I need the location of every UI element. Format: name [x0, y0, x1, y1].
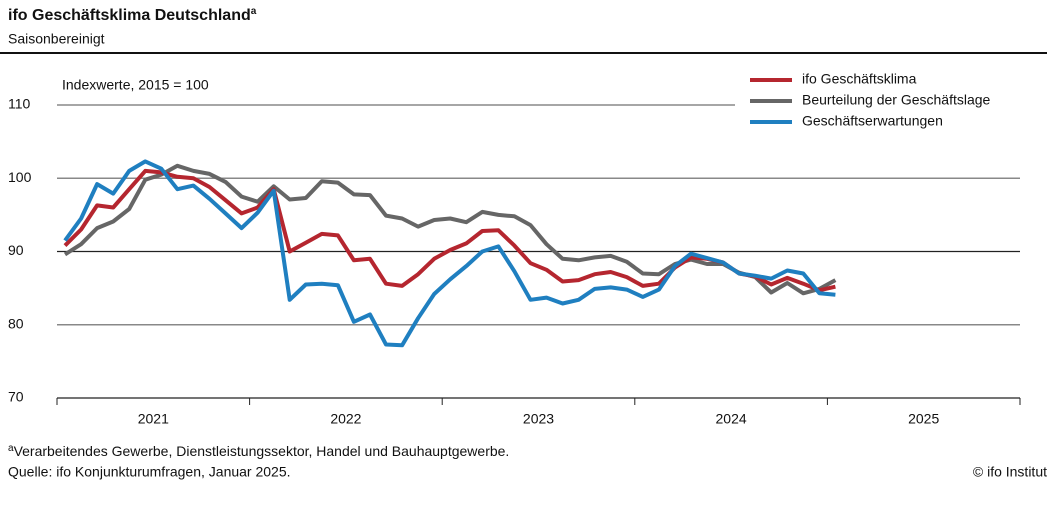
chart-title: ifo Geschäftsklima Deutschland	[8, 7, 251, 24]
y-tick-label: 90	[8, 242, 24, 258]
source: Quelle: ifo Konjunkturumfragen, Januar 2…	[8, 464, 291, 480]
y-tick-label: 70	[8, 389, 24, 405]
y-tick-label: 100	[8, 169, 32, 185]
chart-subtitle: Saisonbereinigt	[8, 31, 105, 47]
x-tick-label: 2022	[330, 411, 361, 427]
series-line	[63, 163, 837, 296]
y-tick-label: 110	[8, 96, 31, 112]
x-tick-label: 2024	[716, 411, 747, 427]
footnote-group: aVerarbeitendes Gewerbe, Dienstleistungs…	[8, 443, 509, 459]
footnote: Verarbeitendes Gewerbe, Dienstleistungss…	[14, 443, 510, 459]
legend-label: ifo Geschäftsklima	[802, 71, 917, 87]
y-tick-label: 80	[8, 315, 24, 331]
series-line	[63, 159, 836, 348]
axis-note: Indexwerte, 2015 = 100	[62, 77, 209, 93]
title-marker: a	[251, 6, 257, 17]
legend-label: Geschäftserwartungen	[802, 113, 943, 129]
copyright: © ifo Institut	[973, 464, 1047, 480]
x-tick-label: 2025	[908, 411, 939, 427]
footnote-marker: a	[8, 443, 14, 454]
legend-label: Beurteilung der Geschäftslage	[802, 92, 991, 108]
chart-title-group: ifo Geschäftsklima Deutschlanda	[8, 6, 257, 25]
x-tick-label: 2021	[138, 411, 169, 427]
x-tick-label: 2023	[523, 411, 554, 427]
